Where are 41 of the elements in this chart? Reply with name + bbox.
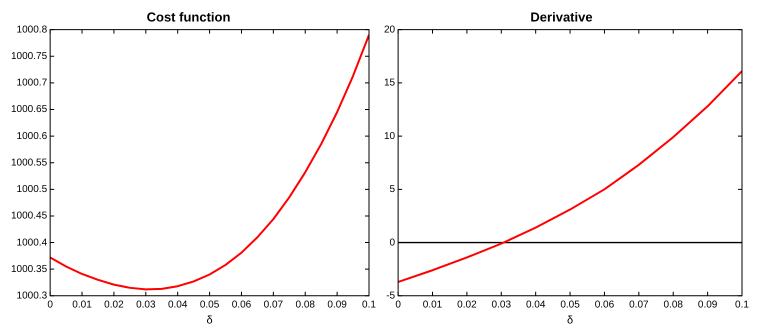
y-tick-label: 10 xyxy=(384,130,396,142)
x-tick-label: 0.09 xyxy=(698,300,718,311)
x-tick-label: 0.08 xyxy=(663,300,684,311)
y-tick-label: 1000.5 xyxy=(16,184,48,196)
x-tick-label: 0.03 xyxy=(492,300,512,311)
x-tick-label: 0.1 xyxy=(735,300,750,311)
x-axis-title: δ xyxy=(206,314,213,326)
x-tick-label: 0.03 xyxy=(136,300,156,311)
y-tick-label: 1000.75 xyxy=(10,50,48,62)
x-tick-label: 0.05 xyxy=(560,300,580,311)
y-tick-label: 1000.8 xyxy=(16,24,48,36)
x-tick-label: 0.06 xyxy=(232,300,252,311)
y-tick-label: 1000.7 xyxy=(16,78,48,89)
x-tick-label: 0.09 xyxy=(327,300,348,311)
x-tick-label: 0.06 xyxy=(594,300,615,311)
y-tick-label: -5 xyxy=(386,290,396,302)
y-tick-label: 1000.65 xyxy=(10,104,48,116)
x-tick-label: 0.04 xyxy=(526,300,546,311)
x-axis-title: δ xyxy=(567,314,574,326)
x-tick-label: 0.02 xyxy=(104,300,124,311)
x-tick-label: 0.01 xyxy=(72,300,92,311)
x-tick-label: 0.02 xyxy=(457,300,478,311)
y-tick-label: 15 xyxy=(384,78,396,89)
x-tick-label: 0.08 xyxy=(295,300,316,311)
chart-title: Derivative xyxy=(530,9,593,24)
y-tick-label: 1000.4 xyxy=(16,237,48,248)
y-tick-label: 5 xyxy=(390,184,396,196)
x-tick-label: 0.07 xyxy=(629,300,650,311)
x-tick-label: 0.1 xyxy=(362,300,376,311)
chart-title: Cost function xyxy=(146,9,230,24)
x-tick-label: 0.04 xyxy=(168,300,188,311)
y-tick-label: 1000.55 xyxy=(10,157,48,168)
x-tick-label: 0.01 xyxy=(422,300,443,311)
x-tick-label: 0.07 xyxy=(264,300,284,311)
x-tick-label: 0.05 xyxy=(200,300,220,311)
y-tick-label: 1000.35 xyxy=(10,264,48,275)
y-tick-label: 1000.45 xyxy=(10,210,48,222)
y-tick-label: 0 xyxy=(390,237,396,248)
y-tick-label: 20 xyxy=(384,24,396,36)
y-tick-label: 1000.3 xyxy=(16,290,48,302)
y-tick-label: 1000.6 xyxy=(16,130,48,142)
